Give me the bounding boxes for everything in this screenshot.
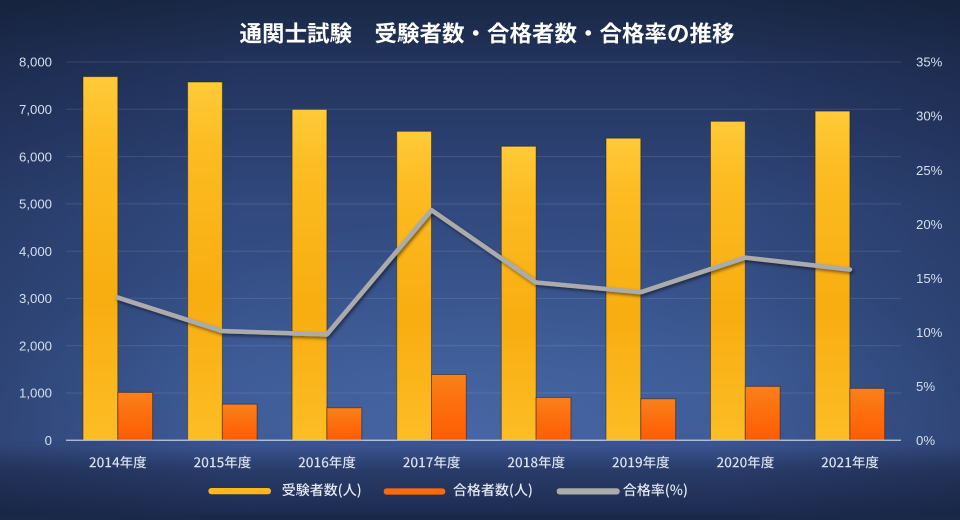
svg-text:3,000: 3,000 bbox=[19, 291, 52, 306]
svg-text:0: 0 bbox=[45, 433, 52, 448]
svg-text:20%: 20% bbox=[916, 217, 943, 232]
svg-text:6,000: 6,000 bbox=[19, 149, 52, 164]
svg-text:0%: 0% bbox=[916, 433, 935, 448]
svg-text:35%: 35% bbox=[916, 55, 943, 70]
svg-text:10%: 10% bbox=[916, 325, 943, 340]
svg-text:1,000: 1,000 bbox=[19, 386, 52, 401]
svg-text:5%: 5% bbox=[916, 379, 935, 394]
svg-text:5,000: 5,000 bbox=[19, 197, 52, 212]
svg-text:2,000: 2,000 bbox=[19, 338, 52, 353]
svg-text:15%: 15% bbox=[916, 271, 943, 286]
svg-text:25%: 25% bbox=[916, 163, 943, 178]
svg-text:7,000: 7,000 bbox=[19, 102, 52, 117]
svg-text:30%: 30% bbox=[916, 109, 943, 124]
svg-text:4,000: 4,000 bbox=[19, 244, 52, 259]
svg-text:8,000: 8,000 bbox=[19, 55, 52, 70]
